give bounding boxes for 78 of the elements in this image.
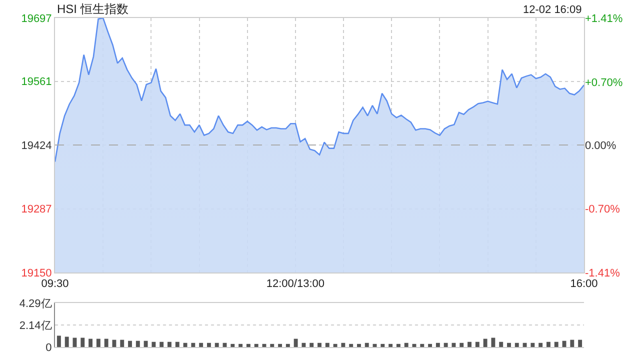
- bar: [104, 338, 108, 347]
- y-tick-label: 4.29亿: [19, 298, 52, 310]
- bar: [522, 342, 527, 347]
- x-tick-label: 12:00/13:00: [266, 278, 325, 290]
- bar: [341, 342, 346, 347]
- bar: [420, 344, 424, 347]
- bar: [396, 344, 400, 347]
- bar: [278, 344, 282, 347]
- y2-tick-label: +1.41%: [585, 12, 623, 25]
- bar: [380, 344, 385, 347]
- x-tick-label: 16:00: [570, 278, 598, 290]
- bar: [88, 338, 92, 347]
- bar: [507, 342, 511, 347]
- y-tick-label: 0: [46, 342, 52, 354]
- text: 12-02 16:09: [523, 4, 582, 16]
- bar: [56, 336, 61, 347]
- y-tick-label: 19697: [21, 12, 52, 25]
- bar: [254, 344, 258, 347]
- bar: [514, 342, 519, 347]
- bar: [428, 344, 432, 347]
- bar: [80, 338, 85, 347]
- bar: [238, 344, 243, 347]
- bar: [136, 340, 140, 347]
- bar: [546, 342, 550, 347]
- bar: [444, 342, 448, 347]
- bar: [270, 344, 274, 347]
- bar: [538, 342, 543, 347]
- bar: [144, 340, 148, 347]
- bar: [310, 342, 314, 347]
- bar: [468, 342, 472, 347]
- bar: [318, 342, 322, 347]
- bar: [199, 342, 204, 347]
- bar: [530, 342, 535, 347]
- y-tick-label: 19150: [21, 267, 52, 280]
- y2-tick-label: +0.70%: [585, 76, 623, 89]
- y2-tick-label: -1.41%: [585, 267, 620, 280]
- x-tick-label: 09:30: [41, 278, 69, 290]
- bar: [286, 344, 290, 347]
- bar: [570, 340, 574, 347]
- bar: [183, 342, 188, 347]
- y-tick-label: 19424: [21, 140, 52, 152]
- bar: [160, 342, 164, 347]
- bar: [460, 342, 464, 347]
- bar: [175, 342, 180, 347]
- chart-title: HSI 恒生指数: [57, 2, 128, 16]
- bar: [357, 344, 361, 347]
- bar: [475, 342, 480, 347]
- bar: [483, 338, 488, 347]
- bar: [294, 338, 298, 347]
- bar: [364, 342, 369, 347]
- bar: [302, 342, 306, 347]
- bar: [404, 342, 408, 347]
- bar: [499, 342, 504, 347]
- bar: [96, 338, 100, 347]
- bar: [388, 344, 393, 347]
- bar: [206, 342, 211, 347]
- bar: [349, 344, 354, 347]
- bar: [230, 344, 235, 347]
- bar: [191, 342, 196, 347]
- y-tick-label: 19561: [21, 76, 52, 88]
- bar: [436, 342, 440, 347]
- bar: [578, 340, 582, 347]
- y2-tick-label: -0.70%: [585, 203, 620, 216]
- bar: [152, 342, 156, 347]
- bar: [112, 340, 116, 347]
- y-tick-label: 19287: [21, 204, 52, 216]
- bar: [128, 340, 132, 347]
- bar: [64, 336, 69, 347]
- bar: [325, 342, 330, 347]
- bar: [491, 338, 496, 347]
- bar: [554, 342, 558, 347]
- bar: [168, 342, 172, 347]
- bar: [246, 344, 250, 347]
- y-tick-label: 2.14亿: [19, 320, 52, 332]
- bar: [333, 344, 338, 347]
- y2-tick-label: 0.00%: [585, 140, 616, 152]
- bar: [120, 340, 124, 347]
- bar: [214, 342, 219, 347]
